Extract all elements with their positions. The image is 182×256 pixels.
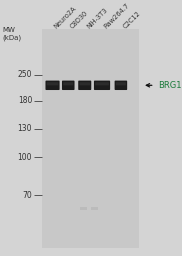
FancyBboxPatch shape: [78, 81, 91, 90]
FancyBboxPatch shape: [63, 82, 73, 86]
Text: Neuro2A: Neuro2A: [53, 5, 78, 29]
FancyBboxPatch shape: [94, 81, 110, 90]
Text: C2C12: C2C12: [122, 10, 141, 29]
Text: MW
(kDa): MW (kDa): [2, 27, 21, 41]
FancyBboxPatch shape: [47, 82, 58, 86]
FancyBboxPatch shape: [116, 82, 126, 86]
Text: 180: 180: [18, 96, 32, 105]
Text: Raw264.7: Raw264.7: [103, 2, 130, 29]
Text: 70: 70: [22, 191, 32, 200]
FancyBboxPatch shape: [80, 82, 90, 86]
Bar: [80, 207, 87, 210]
FancyBboxPatch shape: [95, 82, 109, 86]
Text: 100: 100: [18, 153, 32, 162]
FancyBboxPatch shape: [46, 81, 60, 90]
Bar: [91, 207, 98, 210]
FancyBboxPatch shape: [115, 81, 127, 90]
Text: 130: 130: [18, 124, 32, 133]
Text: 250: 250: [18, 70, 32, 79]
Text: NIH-3T3: NIH-3T3: [86, 6, 108, 29]
Text: C8D30: C8D30: [69, 9, 89, 29]
FancyBboxPatch shape: [62, 81, 75, 90]
Text: BRG1: BRG1: [158, 81, 181, 90]
Bar: [41, 29, 139, 248]
